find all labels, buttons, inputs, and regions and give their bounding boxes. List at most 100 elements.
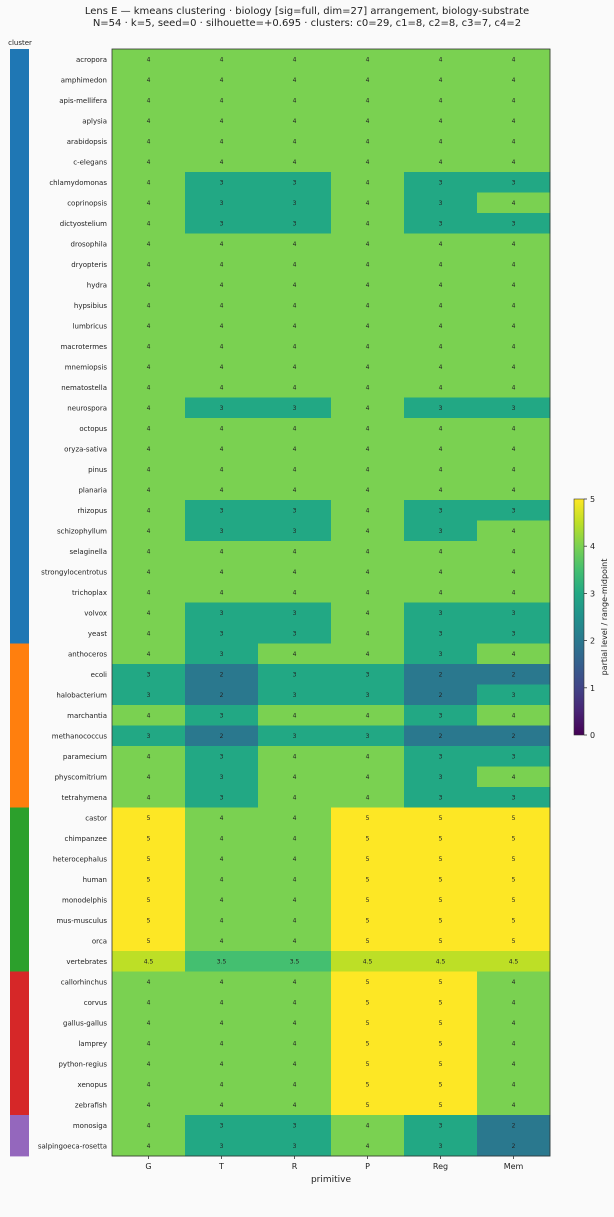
- cluster-strip-segment: [10, 561, 29, 583]
- heatmap-cell: [404, 643, 478, 665]
- heatmap-cell: [331, 254, 405, 275]
- column-label: G: [145, 1162, 151, 1171]
- cluster-strip-segment: [10, 602, 29, 624]
- heatmap-cell: [258, 848, 332, 870]
- heatmap-cell: [477, 418, 551, 439]
- cell-value-label: 4: [366, 323, 370, 330]
- heatmap-cell: [404, 582, 478, 603]
- heatmap-cell: [112, 315, 186, 337]
- heatmap-cell: [477, 848, 551, 870]
- row-label: dictyostelium: [60, 220, 107, 228]
- cell-value-label: 3: [220, 630, 224, 637]
- cell-value-label: 4: [439, 282, 443, 289]
- heatmap-cell: [112, 295, 186, 316]
- heatmap-cell: [185, 684, 259, 706]
- cell-value-label: 4: [366, 261, 370, 268]
- cell-value-label: 4: [512, 118, 516, 125]
- cluster-strip-segment: [10, 131, 29, 152]
- cluster-strip-segment: [10, 1135, 29, 1157]
- cell-value-label: 4: [512, 241, 516, 248]
- heatmap-cell: [112, 828, 186, 849]
- cell-value-label: 4: [293, 1020, 297, 1027]
- cell-value-label: 4: [220, 917, 224, 924]
- heatmap-cell: [258, 992, 332, 1013]
- heatmap-cell: [331, 520, 405, 542]
- column-label: R: [292, 1162, 298, 1171]
- cluster-strip-segment: [10, 1053, 29, 1075]
- cell-value-label: 4: [147, 405, 151, 412]
- heatmap-cell: [477, 1094, 551, 1116]
- cell-value-label: 3: [512, 630, 516, 637]
- cluster-strip-segment: [10, 274, 29, 296]
- cell-value-label: 4: [147, 302, 151, 309]
- heatmap-cell: [258, 869, 332, 890]
- heatmap-cell: [112, 459, 186, 480]
- heatmap-cell: [185, 746, 259, 767]
- heatmap-cell: [404, 1053, 478, 1075]
- cell-value-label: 4: [512, 548, 516, 555]
- cell-value-label: 5: [512, 938, 516, 945]
- heatmap-cell: [112, 664, 186, 685]
- cell-value-label: 5: [439, 1102, 443, 1109]
- cell-value-label: 4: [220, 979, 224, 986]
- heatmap-cell: [477, 254, 551, 275]
- heatmap-cell: [404, 438, 478, 460]
- cluster-strip-segment: [10, 172, 29, 193]
- cluster-strip-segment: [10, 479, 29, 501]
- cell-value-label: 4: [293, 261, 297, 268]
- cell-value-label: 4: [220, 589, 224, 596]
- cell-value-label: 4.5: [144, 958, 154, 965]
- heatmap-cell: [112, 561, 186, 583]
- cell-value-label: 4: [147, 1020, 151, 1027]
- colorbar-tick-label: 4: [590, 542, 595, 551]
- heatmap-cell: [404, 295, 478, 316]
- heatmap-cell: [404, 930, 478, 952]
- heatmap-cell: [331, 459, 405, 480]
- cell-value-label: 4: [293, 651, 297, 658]
- cell-value-label: 4: [439, 548, 443, 555]
- cell-value-label: 4: [220, 466, 224, 473]
- heatmap-cell: [404, 315, 478, 337]
- colorbar-label: partial level / range-midpoint: [600, 559, 609, 676]
- row-label: human: [83, 876, 107, 884]
- cell-value-label: 3: [439, 630, 443, 637]
- heatmap-cell: [404, 561, 478, 583]
- heatmap-cell: [331, 992, 405, 1013]
- cell-value-label: 4: [147, 979, 151, 986]
- heatmap-cell: [258, 233, 332, 255]
- cluster-strip-segment: [10, 807, 29, 829]
- cell-value-label: 3: [293, 179, 297, 186]
- cluster-strip: [10, 49, 29, 1157]
- cell-value-label: 4: [147, 1102, 151, 1109]
- heatmap-cell: [258, 315, 332, 337]
- cell-value-label: 2: [512, 733, 516, 740]
- heatmap-cell: [258, 889, 332, 911]
- heatmap-cell: [258, 131, 332, 152]
- cluster-strip-segment: [10, 459, 29, 480]
- cell-value-label: 5: [512, 835, 516, 842]
- cell-value-label: 5: [439, 815, 443, 822]
- cell-value-label: 4: [293, 815, 297, 822]
- heatmap-cell: [112, 131, 186, 152]
- heatmap-cell: [477, 69, 551, 91]
- heatmap-cell: [258, 192, 332, 214]
- cluster-strip-segment: [10, 418, 29, 439]
- cell-value-label: 5: [512, 876, 516, 883]
- cluster-strip-segment: [10, 315, 29, 337]
- heatmap-cell: [112, 110, 186, 132]
- heatmap-cell: [112, 746, 186, 767]
- cell-value-label: 4: [293, 999, 297, 1006]
- heatmap-cell: [258, 49, 332, 70]
- cluster-strip-segment: [10, 69, 29, 91]
- cell-value-label: 4: [293, 343, 297, 350]
- heatmap-cell: [185, 643, 259, 665]
- cluster-strip-segment: [10, 643, 29, 665]
- cluster-strip-segment: [10, 213, 29, 234]
- cell-value-label: 4: [512, 261, 516, 268]
- cell-value-label: 3: [439, 651, 443, 658]
- heatmap-cell: [477, 336, 551, 357]
- cell-value-label: 4: [512, 528, 516, 535]
- cell-value-label: 4: [293, 979, 297, 986]
- cell-value-label: 4: [147, 97, 151, 104]
- heatmap-cell: [185, 151, 259, 173]
